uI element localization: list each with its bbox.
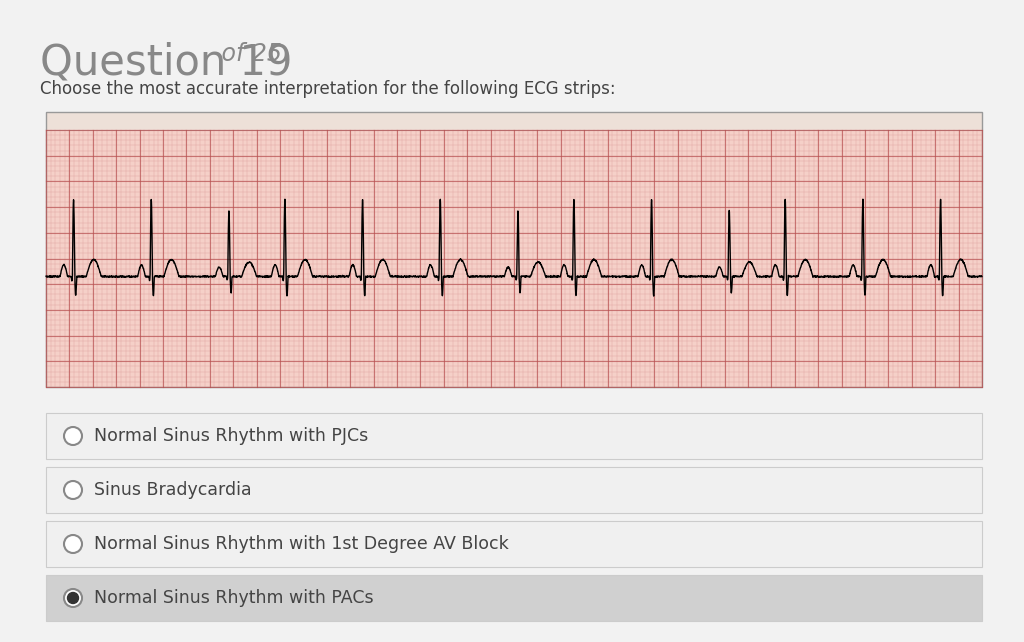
Text: Choose the most accurate interpretation for the following ECG strips:: Choose the most accurate interpretation … — [40, 80, 615, 98]
FancyBboxPatch shape — [46, 575, 982, 621]
Circle shape — [68, 593, 79, 603]
FancyBboxPatch shape — [46, 112, 982, 130]
Text: Normal Sinus Rhythm with 1st Degree AV Block: Normal Sinus Rhythm with 1st Degree AV B… — [94, 535, 509, 553]
Circle shape — [63, 427, 82, 445]
Circle shape — [63, 481, 82, 499]
Text: Question 19: Question 19 — [40, 42, 293, 84]
FancyBboxPatch shape — [46, 521, 982, 567]
Circle shape — [63, 535, 82, 553]
FancyBboxPatch shape — [46, 467, 982, 513]
Text: Normal Sinus Rhythm with PJCs: Normal Sinus Rhythm with PJCs — [94, 427, 369, 445]
FancyBboxPatch shape — [46, 413, 982, 459]
Text: Normal Sinus Rhythm with PACs: Normal Sinus Rhythm with PACs — [94, 589, 374, 607]
FancyBboxPatch shape — [46, 130, 982, 387]
Circle shape — [63, 589, 82, 607]
Text: Sinus Bradycardia: Sinus Bradycardia — [94, 481, 252, 499]
Text: of 25: of 25 — [214, 42, 282, 66]
